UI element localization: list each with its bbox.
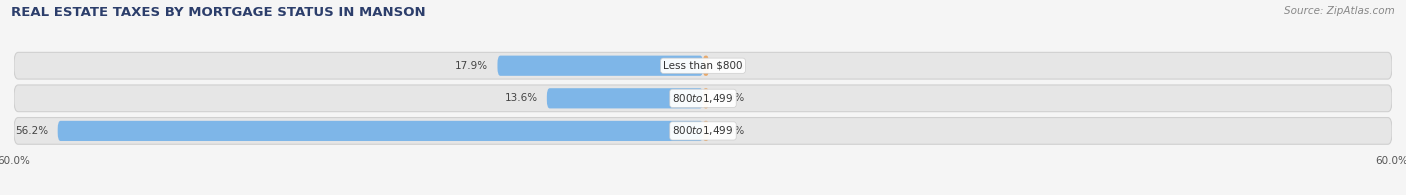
Text: 0.0%: 0.0% xyxy=(718,61,744,71)
Text: 56.2%: 56.2% xyxy=(15,126,48,136)
FancyBboxPatch shape xyxy=(14,85,1392,112)
FancyBboxPatch shape xyxy=(703,56,709,76)
Text: 17.9%: 17.9% xyxy=(456,61,488,71)
FancyBboxPatch shape xyxy=(498,56,703,76)
FancyBboxPatch shape xyxy=(14,52,1392,79)
Text: 13.6%: 13.6% xyxy=(505,93,537,103)
Text: Source: ZipAtlas.com: Source: ZipAtlas.com xyxy=(1284,6,1395,16)
Text: 0.0%: 0.0% xyxy=(718,126,744,136)
FancyBboxPatch shape xyxy=(14,118,1392,144)
FancyBboxPatch shape xyxy=(58,121,703,141)
FancyBboxPatch shape xyxy=(703,88,709,108)
FancyBboxPatch shape xyxy=(547,88,703,108)
FancyBboxPatch shape xyxy=(703,121,709,141)
Text: Less than $800: Less than $800 xyxy=(664,61,742,71)
Text: $800 to $1,499: $800 to $1,499 xyxy=(672,124,734,137)
Text: REAL ESTATE TAXES BY MORTGAGE STATUS IN MANSON: REAL ESTATE TAXES BY MORTGAGE STATUS IN … xyxy=(11,6,426,19)
Text: 0.0%: 0.0% xyxy=(718,93,744,103)
Text: $800 to $1,499: $800 to $1,499 xyxy=(672,92,734,105)
